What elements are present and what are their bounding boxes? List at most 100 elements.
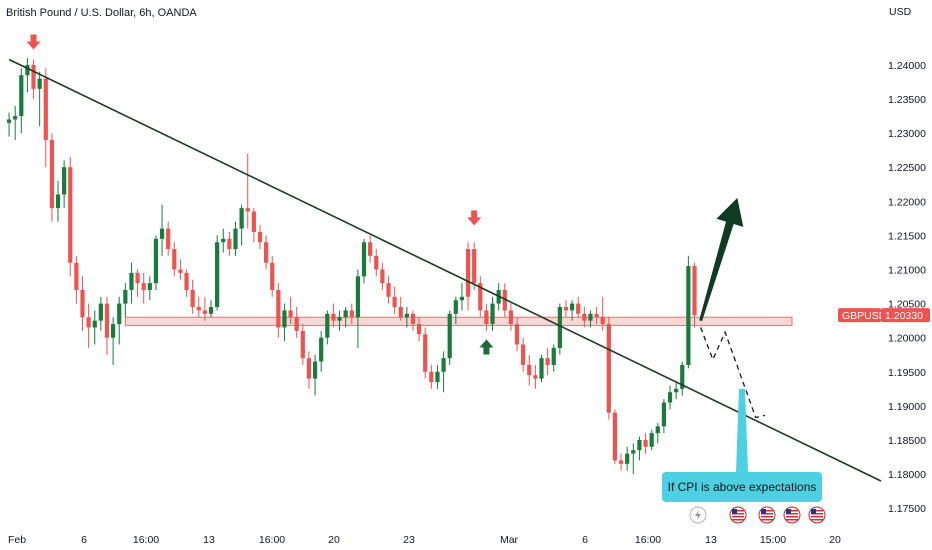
candle-body (239, 208, 244, 229)
candle-body (166, 228, 171, 250)
lightning-event-icon[interactable] (689, 506, 707, 524)
y-tick-label: 1.19500 (888, 367, 926, 379)
candle-body (631, 450, 636, 454)
x-tick-label: 20 (829, 534, 841, 546)
candle-body (37, 78, 42, 89)
candle-body (441, 358, 446, 372)
candle-body (686, 266, 691, 365)
candle-body (190, 289, 195, 307)
candle-body (410, 313, 416, 325)
candle-body (282, 310, 287, 328)
us-flag-event-icon[interactable] (758, 506, 776, 524)
last-price-tag: 1.20330 (885, 310, 923, 322)
candle-body (361, 242, 367, 277)
candle-body (25, 64, 30, 76)
flag-stripe (732, 519, 744, 521)
candle-body (68, 167, 73, 263)
us-flag-event-icon[interactable] (783, 506, 801, 524)
candle-body (392, 296, 397, 307)
candle-body (312, 361, 318, 379)
candle-body (667, 392, 673, 403)
symbol-tag: GBPUSD (842, 310, 887, 322)
candle-body (233, 228, 238, 250)
candle-body (13, 116, 18, 120)
candle-body (490, 303, 495, 325)
candle-body (343, 310, 348, 318)
flag-canton (786, 509, 791, 514)
candle-body (43, 78, 48, 140)
candle-body (570, 303, 575, 311)
flag-stripe (786, 516, 798, 518)
candle-body (465, 249, 471, 297)
candle-body (453, 300, 458, 314)
candle-body (294, 317, 299, 331)
candle-body (478, 283, 483, 311)
candle-body (459, 296, 465, 301)
candle-body (270, 262, 275, 290)
candle-body (147, 283, 152, 290)
candle-body (674, 388, 679, 393)
candle-body (398, 307, 403, 318)
candle-body (111, 324, 116, 338)
buy-signal-arrow (479, 339, 494, 355)
x-tick-label: Feb (8, 534, 26, 546)
currency-unit: USD (889, 6, 912, 18)
candle-body (288, 310, 293, 318)
callout-text: If CPI is above expectations (668, 480, 817, 494)
candle-body (92, 320, 97, 328)
x-tick-label: 13 (203, 534, 215, 546)
candle-body (196, 307, 201, 311)
y-tick-label: 1.18000 (888, 469, 926, 481)
y-tick-label: 1.21500 (888, 230, 926, 242)
candle-body (472, 249, 477, 284)
lightning-bolt (695, 510, 701, 520)
x-axis: Feb 6 16:00 13 16:00 20 23 Mar 6 16:00 13 15:00 20 (8, 534, 841, 546)
x-tick-label: 16:00 (635, 534, 661, 546)
flag-stripe (761, 516, 773, 518)
candle-body (135, 272, 140, 284)
us-flag-event-icon[interactable] (729, 506, 747, 524)
candle-body (19, 75, 24, 117)
candle-body (637, 439, 642, 451)
candle-body (325, 313, 330, 338)
y-tick-label: 1.23500 (888, 94, 926, 106)
support-zone (124, 316, 793, 326)
flag-stripe (732, 510, 744, 512)
candle-body (649, 433, 654, 447)
x-tick-label: 13 (705, 534, 717, 546)
projection-arrows (699, 197, 766, 419)
flag-stripe (811, 516, 823, 518)
candle-body (117, 303, 122, 325)
candle-body (563, 307, 569, 311)
flag-canton (761, 509, 766, 514)
candle-body (533, 375, 538, 379)
us-flag-event-icon[interactable] (808, 506, 826, 524)
flag-stripe (811, 519, 823, 521)
candle-body (202, 310, 207, 314)
candle-body (692, 266, 697, 316)
sell-signal-arrow (467, 210, 482, 226)
candle-body (643, 439, 648, 447)
bearish-projection-path (700, 327, 766, 419)
candle-body (539, 358, 544, 379)
candle-body (618, 460, 624, 464)
x-tick-label: Mar (500, 534, 519, 546)
candle-body (319, 337, 324, 362)
candle-body (245, 208, 250, 212)
chart-title: British Pound / U.S. Dollar, 6h, OANDA (6, 7, 197, 19)
economic-events-bar[interactable] (689, 506, 826, 524)
y-tick-label: 1.19000 (888, 401, 926, 413)
price-tag: GBPUSD 1.20330 (838, 308, 930, 323)
candle-body (386, 283, 391, 297)
signal-markers (26, 34, 494, 355)
y-tick-label: 1.22500 (888, 162, 926, 174)
sell-signal-arrow (26, 34, 41, 50)
candle-body (80, 289, 85, 318)
candle-body (153, 238, 159, 284)
candle-body (215, 242, 220, 307)
candle-body (172, 249, 177, 270)
candle-body (306, 358, 312, 379)
candle-body (606, 324, 611, 413)
flag-stripe (786, 519, 798, 521)
